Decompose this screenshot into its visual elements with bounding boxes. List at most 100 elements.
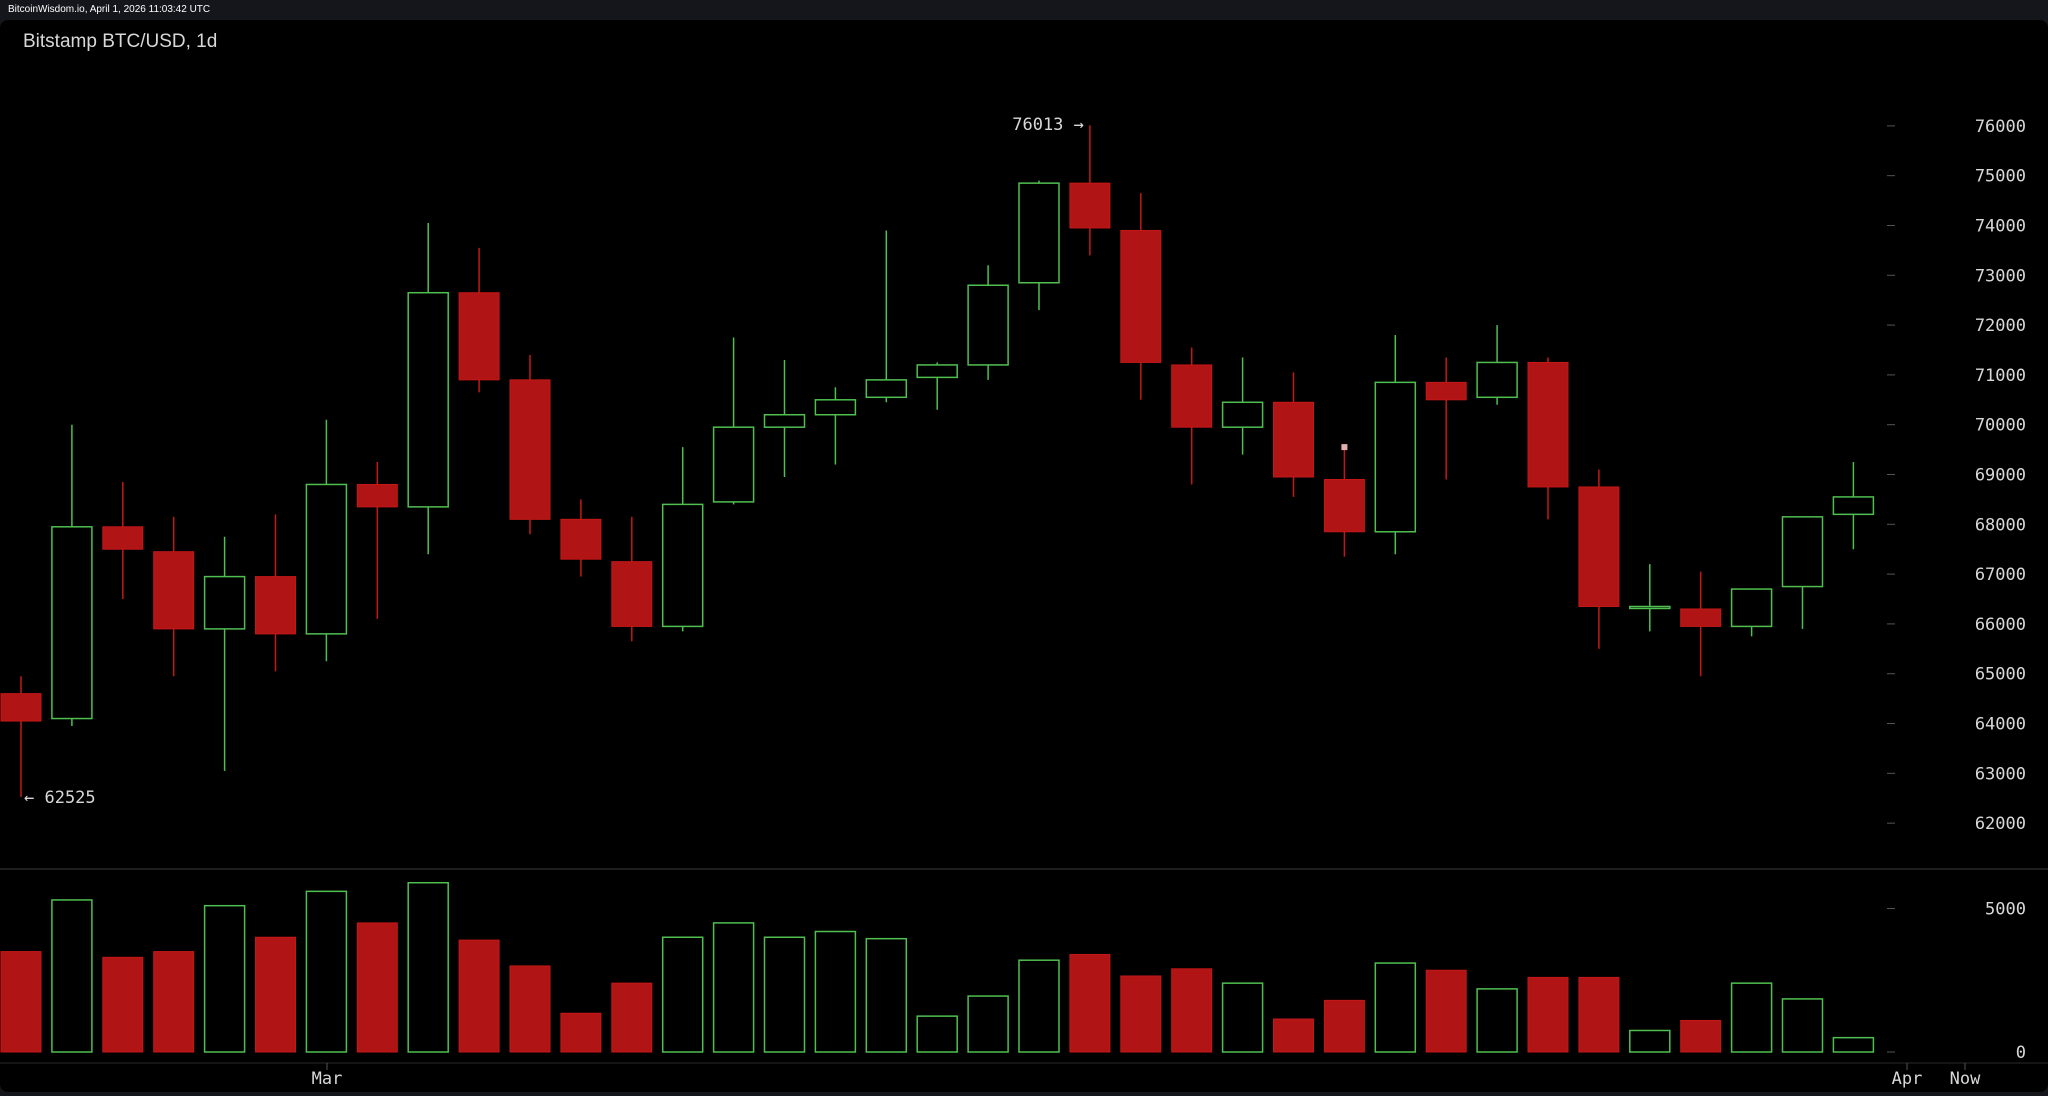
candle-down bbox=[1680, 608, 1722, 627]
candle-up bbox=[712, 426, 755, 503]
volume-bar-down bbox=[1069, 953, 1111, 1053]
volume-bar-down bbox=[356, 922, 398, 1053]
volume-bar-down bbox=[509, 965, 551, 1053]
price-tick-label: 67000 bbox=[1975, 565, 2026, 585]
candle-down bbox=[153, 551, 195, 630]
chart-panel[interactable]: Bitstamp BTC/USD, 1d 76000 75000 74000 7300… bbox=[0, 20, 2048, 1092]
candles bbox=[0, 125, 1875, 797]
candle-up bbox=[1832, 496, 1875, 516]
high-price-annotation: 76013 → bbox=[1012, 115, 1084, 135]
volume-bar-down bbox=[153, 951, 195, 1053]
price-tick-label: 65000 bbox=[1975, 665, 2026, 685]
volume-bar-up bbox=[1781, 998, 1824, 1053]
price-tick-label: 75000 bbox=[1975, 167, 2026, 187]
time-tick-label: Apr bbox=[1892, 1069, 1923, 1089]
candle-up bbox=[967, 284, 1009, 366]
candle-down bbox=[1425, 381, 1467, 401]
candle-up bbox=[203, 575, 246, 630]
candle-down bbox=[1578, 486, 1620, 607]
candle-up bbox=[916, 364, 958, 379]
volume-bar-down bbox=[1578, 976, 1620, 1053]
candlestick-chart[interactable]: Bitstamp BTC/USD, 1d 76000 75000 74000 7300… bbox=[0, 20, 2048, 1092]
volume-bar-up bbox=[305, 890, 348, 1053]
time-tick-label: Now bbox=[1950, 1069, 1981, 1089]
volume-bar-down bbox=[0, 951, 42, 1053]
price-tick-label: 72000 bbox=[1975, 316, 2026, 336]
volume-bar-down bbox=[611, 982, 653, 1053]
volume-bar-down bbox=[1425, 969, 1467, 1053]
candle-up bbox=[865, 379, 908, 399]
price-tick-label: 62000 bbox=[1975, 814, 2026, 834]
volume-tick-label: 5000 bbox=[1985, 900, 2026, 920]
volume-bar-up bbox=[1832, 1036, 1875, 1053]
volume-bar-up bbox=[203, 904, 246, 1053]
candle-down bbox=[1527, 361, 1569, 488]
volume-bar-up bbox=[763, 936, 806, 1053]
volume-bar-down bbox=[255, 936, 296, 1053]
candle-down bbox=[560, 518, 602, 560]
candle-up bbox=[1374, 381, 1417, 533]
volume-bar-up bbox=[1221, 982, 1264, 1053]
candle-up bbox=[305, 483, 348, 635]
price-tick-label: 69000 bbox=[1975, 466, 2026, 486]
candle-down bbox=[1069, 182, 1111, 229]
candle-down bbox=[1171, 364, 1213, 428]
time-axis: Mar Apr Now bbox=[312, 1063, 1981, 1089]
volume-bar-down bbox=[1527, 976, 1569, 1053]
candle-down bbox=[1273, 401, 1314, 478]
candle-up bbox=[814, 399, 857, 416]
volume-bar-down bbox=[1171, 968, 1213, 1053]
volume-bar-up bbox=[712, 922, 755, 1053]
volume-bar-up bbox=[865, 937, 908, 1053]
volume-bar-up bbox=[1629, 1029, 1671, 1053]
volume-bar-up bbox=[1374, 962, 1417, 1053]
volume-bar-up bbox=[51, 899, 93, 1053]
price-tick-label: 76000 bbox=[1975, 117, 2026, 137]
volume-bar-up bbox=[1730, 982, 1773, 1053]
volume-bar-up bbox=[1018, 959, 1060, 1053]
chart-title: Bitstamp BTC/USD, 1d bbox=[23, 31, 217, 52]
price-tick-label: 68000 bbox=[1975, 515, 2026, 535]
candle-up bbox=[1781, 516, 1824, 588]
top-bar: BitcoinWisdom.io, April 1, 2026 11:03:42… bbox=[0, 0, 2048, 20]
volume-bars bbox=[0, 881, 1875, 1053]
candle-down bbox=[102, 526, 144, 550]
candle-up bbox=[661, 503, 704, 628]
price-tick-label: 74000 bbox=[1975, 216, 2026, 236]
volume-bar-up bbox=[916, 1015, 958, 1053]
price-tick-label: 71000 bbox=[1975, 366, 2026, 386]
timestamp-caption: BitcoinWisdom.io, April 1, 2026 11:03:42… bbox=[8, 4, 211, 15]
candle-up bbox=[1476, 361, 1518, 399]
price-tick-label: 63000 bbox=[1975, 764, 2026, 784]
volume-tick-label: 0 bbox=[2016, 1043, 2026, 1063]
volume-bar-up bbox=[814, 930, 857, 1053]
volume-bar-up bbox=[967, 995, 1009, 1053]
candle-down bbox=[356, 483, 398, 508]
candle-down bbox=[0, 693, 42, 722]
candle-up bbox=[407, 291, 449, 508]
candle-down bbox=[1323, 478, 1365, 533]
low-price-annotation: ← 62525 bbox=[24, 788, 96, 808]
candle-down bbox=[611, 561, 653, 627]
time-tick-label: Mar bbox=[312, 1069, 343, 1089]
price-tick-label: 66000 bbox=[1975, 615, 2026, 635]
cursor-marker bbox=[1341, 444, 1348, 451]
price-tick-label: 64000 bbox=[1975, 715, 2026, 735]
candle-up bbox=[1629, 605, 1671, 610]
price-axis: 76000 75000 74000 73000 72000 71000 70000 69000… bbox=[1887, 117, 2026, 834]
volume-bar-up bbox=[661, 936, 704, 1053]
volume-bar-down bbox=[1273, 1018, 1314, 1053]
volume-bar-up bbox=[1476, 988, 1518, 1053]
candle-up bbox=[1221, 401, 1264, 428]
volume-bar-down bbox=[560, 1012, 602, 1053]
volume-axis: 5000 0 bbox=[1887, 900, 2026, 1063]
candle-down bbox=[255, 576, 296, 635]
candle-down bbox=[1120, 229, 1162, 363]
volume-bar-down bbox=[1120, 975, 1162, 1053]
candle-up bbox=[1730, 588, 1773, 628]
volume-bar-up bbox=[407, 881, 449, 1053]
candle-up bbox=[51, 526, 93, 720]
volume-bar-down bbox=[1323, 999, 1365, 1053]
volume-bar-down bbox=[458, 939, 500, 1053]
volume-bar-down bbox=[1680, 1019, 1722, 1053]
